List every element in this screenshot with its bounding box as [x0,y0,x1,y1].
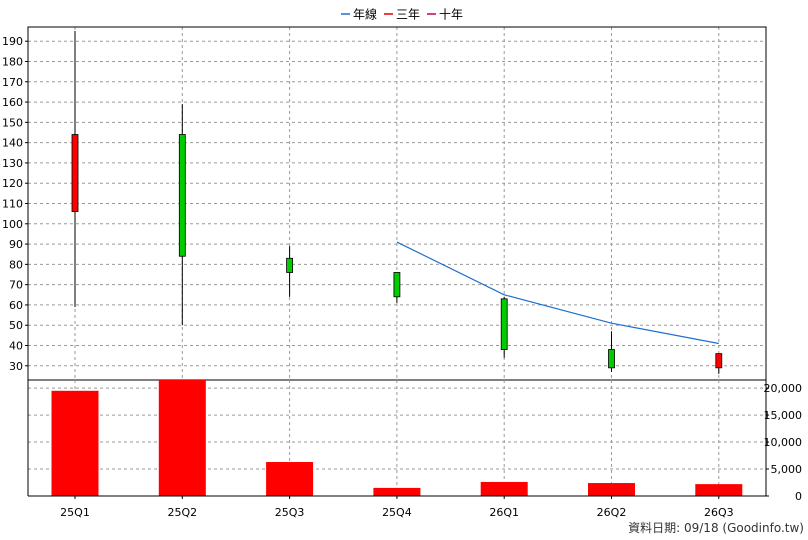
volume-tick-label-4: 20,000 [764,382,803,395]
price-tick-label-6: 90 [9,238,23,251]
price-tick-label-16: 190 [2,35,23,48]
volume-bar-1 [158,380,206,496]
volume-tick-label-3: 15,000 [764,409,803,422]
x-tick-label-1: 25Q2 [167,506,197,519]
price-tick-label-3: 60 [9,299,23,312]
candle-body-1 [178,134,186,257]
price-tick-label-7: 100 [2,218,23,231]
candle-body-6 [715,353,723,369]
year-line [396,241,719,345]
volume-bars [51,380,743,496]
price-axis: 30 40 50 60 70 80 90 100 110 120 130 140 150 160 170 18… [2,35,28,373]
price-tick-label-12: 150 [2,116,23,129]
candle-body-4 [500,298,508,350]
candle-body-2 [286,257,294,273]
volume-axis: 0 5,000 10,000 15,000 20,000 [764,382,803,503]
x-tick-label-4: 26Q1 [489,506,519,519]
volume-bar-2 [266,462,314,496]
legend-label-1: 三年 [396,8,420,22]
volume-tick-label-2: 10,000 [764,436,803,449]
price-tick-label-4: 70 [9,279,23,292]
data-date-footer: 資料日期: 09/18 (Goodinfo.tw) [628,521,804,535]
x-tick-label-2: 25Q3 [275,506,305,519]
price-tick-label-9: 120 [2,177,23,190]
x-tick-label-3: 25Q4 [382,506,412,519]
candle-body-0 [71,134,79,213]
price-tick-label-8: 110 [2,198,23,211]
volume-bar-5 [588,483,635,496]
x-tick-label-5: 26Q2 [597,506,627,519]
price-tick-label-5: 80 [9,258,23,271]
x-tick-label-0: 25Q1 [60,506,90,519]
candle-body-3 [393,272,401,298]
price-grid [28,27,766,380]
price-tick-label-1: 40 [9,340,23,353]
candle-body-5 [608,349,615,369]
legend-label-0: 年線 [353,7,377,22]
volume-grid [28,380,766,496]
volume-bar-6 [695,484,743,496]
price-tick-label-0: 30 [9,360,23,373]
x-axis: 25Q1 25Q2 25Q3 25Q4 26Q1 26Q2 26Q3 [60,496,734,519]
price-tick-label-11: 140 [2,137,23,150]
price-tick-label-10: 130 [2,157,23,170]
legend-label-2: 十年 [439,8,463,22]
price-tick-label-13: 160 [2,96,23,109]
price-tick-label-2: 50 [9,319,23,332]
volume-tick-label-1: 5,000 [771,463,803,476]
candles [71,31,723,374]
x-tick-label-6: 26Q3 [704,506,734,519]
volume-bar-3 [373,487,421,496]
volume-bar-4 [480,481,528,496]
year-line-path [396,241,719,345]
legend: 年線 三年 十年 [341,7,463,22]
volume-bar-0 [51,390,99,496]
price-tick-label-14: 170 [2,76,23,89]
price-tick-label-15: 180 [2,55,23,68]
volume-tick-label-0: 0 [795,490,802,503]
